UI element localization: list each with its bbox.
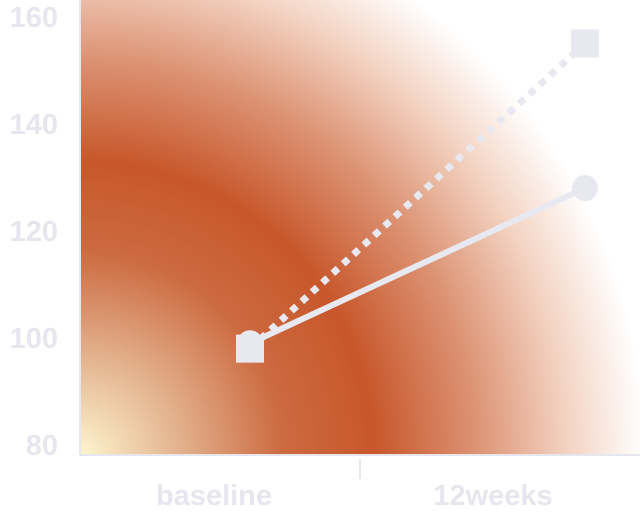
x-axis: baseline 12weeks — [80, 454, 640, 512]
series-1-point — [572, 175, 598, 202]
y-tick-label: 100 — [10, 323, 58, 355]
y-tick-label: 80 — [26, 430, 58, 462]
y-axis: 80 100 120 140 160 — [10, 0, 81, 462]
x-tick-label: baseline — [156, 480, 272, 512]
series-2-line — [247, 40, 588, 352]
series-2-point — [236, 334, 264, 363]
y-tick-label: 160 — [10, 2, 58, 34]
y-tick-label: 120 — [10, 216, 58, 248]
series-1-line — [248, 185, 587, 347]
series-2-point — [571, 29, 599, 58]
plot-background — [80, 0, 640, 455]
series-layer — [236, 29, 599, 363]
y-tick-label: 140 — [10, 109, 58, 141]
x-tick-label: 12weeks — [433, 480, 552, 512]
